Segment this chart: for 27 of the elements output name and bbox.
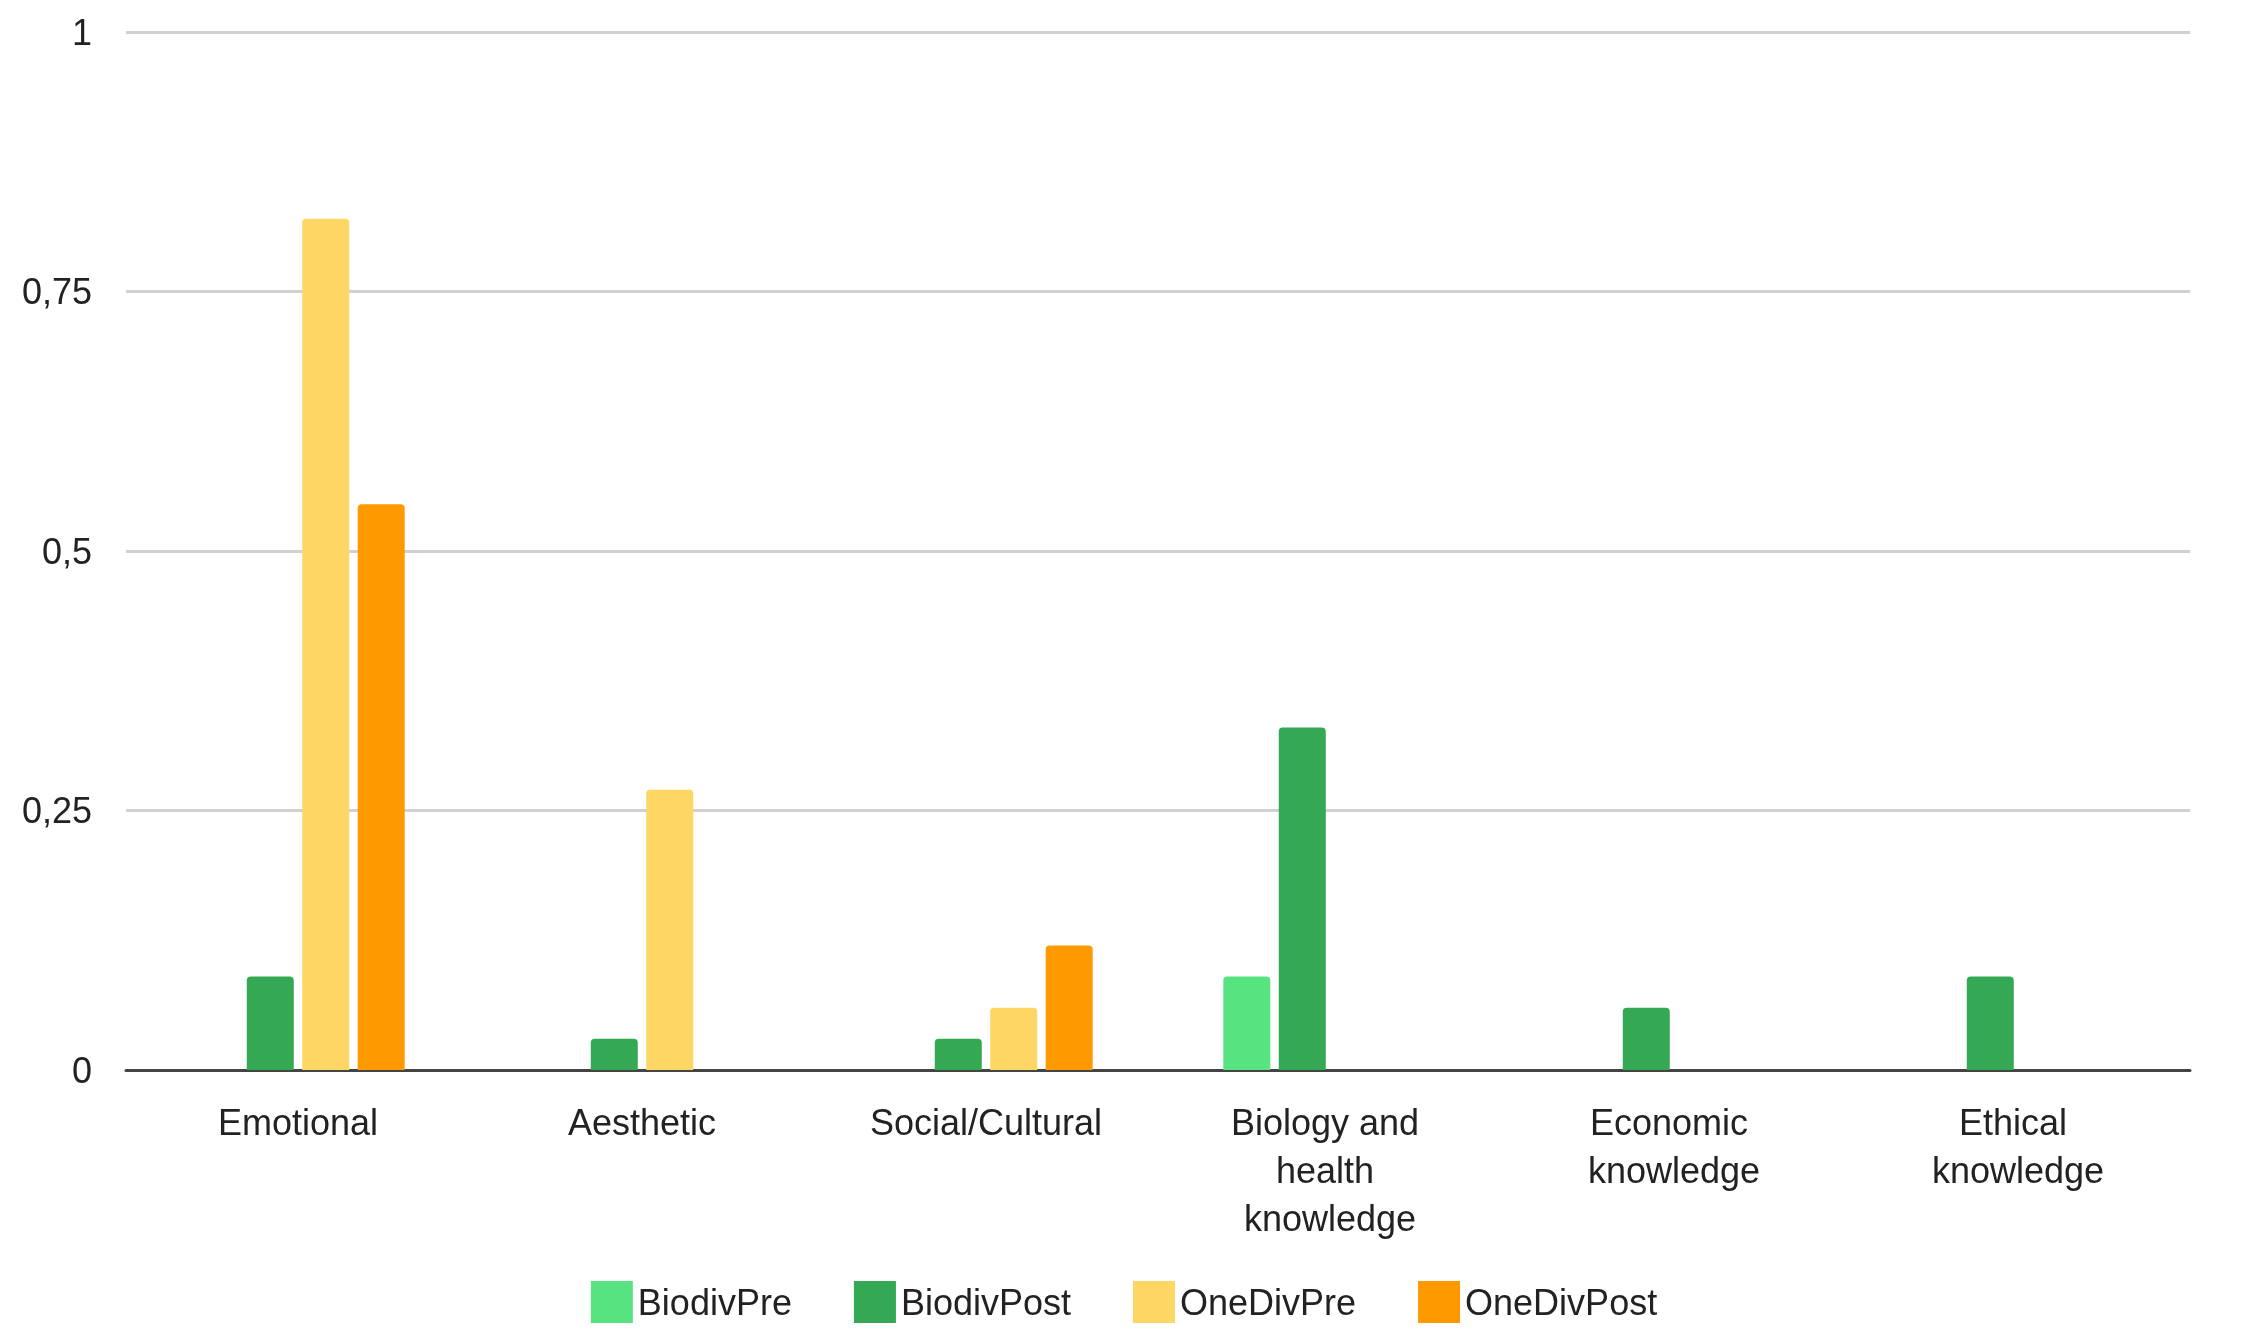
y-tick-label: 0,75: [21, 271, 92, 312]
bar: [1045, 945, 1093, 1070]
bar: [1622, 1007, 1670, 1070]
legend-label: BiodivPost: [900, 1281, 1072, 1323]
bar: [646, 789, 694, 1070]
y-tick-label: 0,5: [41, 530, 92, 572]
x-tick-label: Emotional: [217, 1101, 379, 1143]
y-tick-label: 1: [71, 11, 92, 53]
x-tick-label: Economic knowledge: [1587, 1101, 1761, 1191]
bar: [302, 218, 350, 1070]
x-tick-label: Ethical knowledge: [1931, 1101, 2105, 1191]
bar: [1966, 976, 2014, 1070]
legend-label: OneDivPre: [1180, 1281, 1357, 1323]
bar: [1278, 727, 1326, 1070]
x-tick-label: Social/Cultural: [869, 1101, 1103, 1143]
bar: [990, 1007, 1038, 1070]
x-tick-label: Aesthetic: [567, 1101, 717, 1143]
bar: [246, 976, 294, 1070]
x-tick-label: Biology and health knowledge: [1230, 1101, 1430, 1239]
y-tick-label: 0: [71, 1049, 92, 1091]
legend-label: OneDivPost: [1465, 1281, 1658, 1323]
bar: [934, 1038, 982, 1070]
legend-label: BiodivPre: [637, 1281, 792, 1323]
bar: [590, 1038, 638, 1070]
y-tick-label: 0,25: [21, 790, 92, 831]
bar: [1223, 976, 1271, 1070]
bar: [357, 504, 405, 1070]
